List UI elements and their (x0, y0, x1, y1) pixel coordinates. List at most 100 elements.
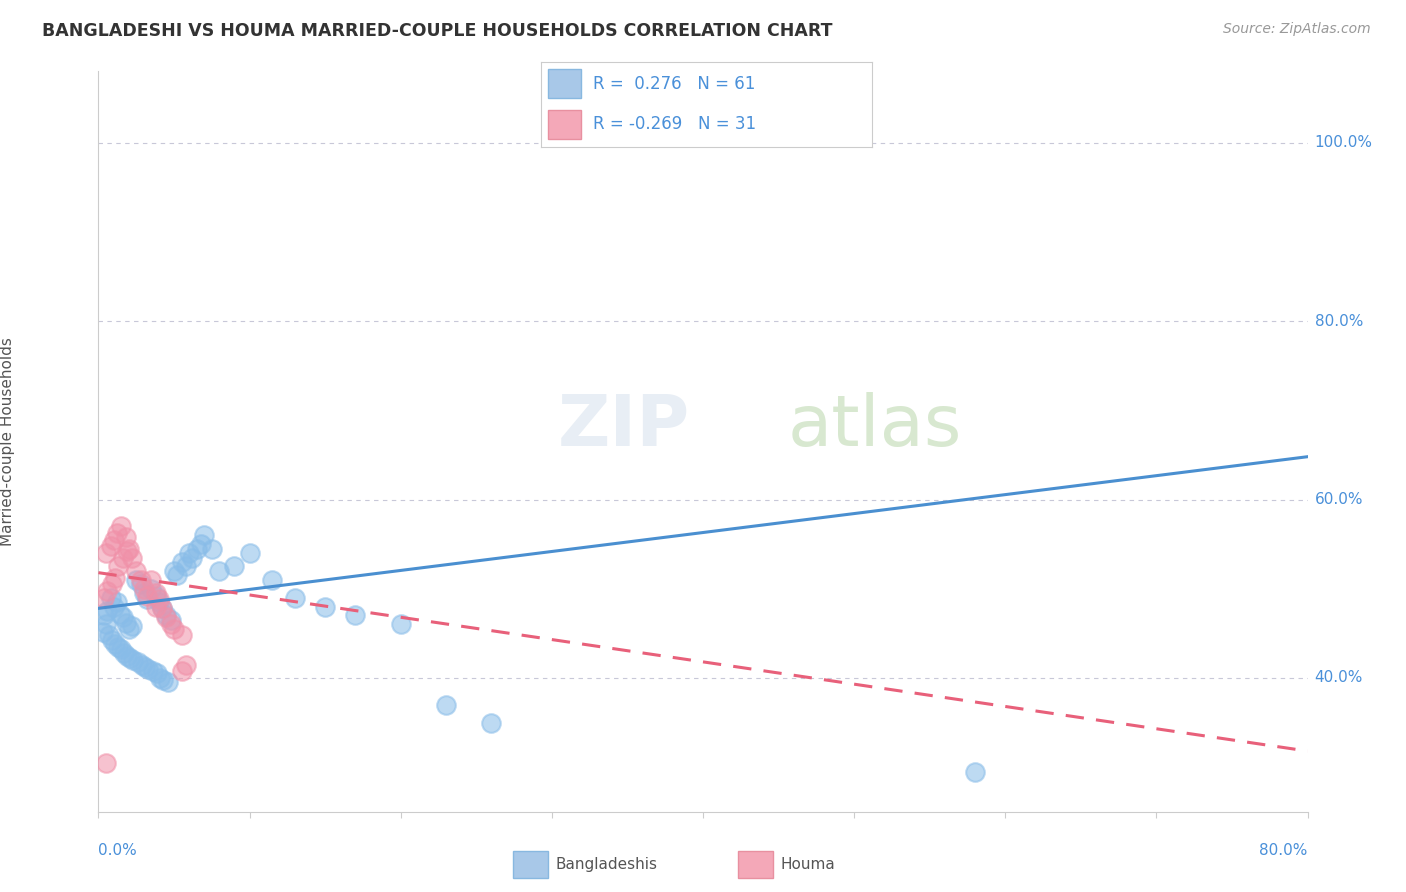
Point (110, 519, 132, 533)
Text: Houma: Houma (780, 857, 835, 871)
Point (132, 586, 155, 600)
Point (107, 559, 129, 574)
Point (100, 591, 122, 605)
Point (155, 610, 177, 624)
Point (94, 756, 117, 770)
Point (118, 541, 141, 556)
Text: atlas: atlas (787, 392, 962, 461)
Point (107, 640, 129, 654)
Point (108, 607, 131, 621)
Point (344, 608, 367, 623)
Text: 100.0%: 100.0% (1315, 136, 1372, 150)
Point (160, 617, 183, 632)
Point (121, 619, 143, 633)
Point (156, 675, 179, 690)
Text: BANGLADESHI VS HOUMA MARRIED-COUPLE HOUSEHOLDS CORRELATION CHART: BANGLADESHI VS HOUMA MARRIED-COUPLE HOUS… (42, 22, 832, 40)
Point (96, 583, 118, 598)
Point (110, 642, 132, 657)
Point (111, 550, 134, 565)
Point (163, 622, 186, 636)
Point (93, 608, 115, 623)
Point (125, 573, 148, 587)
Point (145, 599, 167, 614)
Point (152, 673, 174, 687)
Point (103, 599, 125, 614)
Point (120, 651, 142, 665)
Point (134, 660, 156, 674)
Point (129, 573, 152, 587)
Point (122, 653, 145, 667)
Point (93, 591, 115, 605)
Point (170, 628, 193, 642)
Point (131, 657, 153, 672)
Point (155, 608, 177, 623)
Point (101, 577, 124, 591)
Point (94, 546, 117, 560)
Point (94, 617, 117, 632)
Point (104, 637, 127, 651)
Point (101, 633, 124, 648)
Point (150, 601, 173, 615)
Point (136, 662, 159, 676)
Text: 40.0%: 40.0% (1315, 671, 1362, 685)
Point (965, 764, 987, 779)
Point (100, 539, 122, 553)
Point (148, 595, 170, 609)
Point (186, 541, 208, 556)
Point (149, 671, 172, 685)
Text: R = -0.269   N = 31: R = -0.269 N = 31 (592, 115, 755, 133)
Point (190, 537, 212, 551)
Point (111, 610, 134, 624)
Point (105, 526, 128, 541)
Point (112, 646, 135, 660)
Point (104, 571, 127, 585)
Point (193, 528, 215, 542)
Point (118, 622, 141, 636)
Point (284, 591, 307, 605)
Point (135, 592, 157, 607)
Point (129, 577, 152, 591)
Point (166, 568, 188, 582)
Bar (548, 70, 581, 98)
Point (115, 544, 138, 558)
Point (96, 604, 118, 618)
Point (174, 657, 197, 672)
Point (103, 533, 125, 547)
Point (127, 655, 149, 669)
Point (201, 541, 224, 556)
Point (141, 582, 163, 596)
Point (163, 564, 186, 578)
Point (98, 628, 121, 642)
Point (148, 592, 170, 607)
Point (125, 564, 148, 578)
Point (142, 664, 165, 678)
Point (224, 559, 246, 574)
Point (170, 555, 193, 569)
Point (150, 601, 173, 615)
Bar (548, 110, 581, 139)
Point (115, 648, 138, 663)
Point (146, 666, 169, 681)
Text: 80.0%: 80.0% (1315, 314, 1362, 328)
Point (114, 530, 136, 544)
Point (208, 564, 231, 578)
Point (262, 573, 284, 587)
Point (145, 589, 167, 603)
Text: Bangladeshis: Bangladeshis (555, 857, 658, 871)
Text: Source: ZipAtlas.com: Source: ZipAtlas.com (1223, 22, 1371, 37)
Text: 80.0%: 80.0% (1260, 843, 1308, 858)
Point (314, 599, 336, 614)
Point (181, 550, 204, 565)
Point (239, 546, 262, 560)
Point (174, 559, 197, 574)
Text: R =  0.276   N = 61: R = 0.276 N = 61 (592, 75, 755, 93)
Point (114, 615, 136, 630)
Point (170, 664, 193, 678)
Point (389, 617, 412, 632)
Text: Married-couple Households: Married-couple Households (0, 337, 15, 546)
Point (132, 582, 155, 596)
Point (177, 546, 201, 560)
Point (160, 613, 183, 627)
Text: 0.0%: 0.0% (98, 843, 138, 858)
Point (145, 586, 167, 600)
